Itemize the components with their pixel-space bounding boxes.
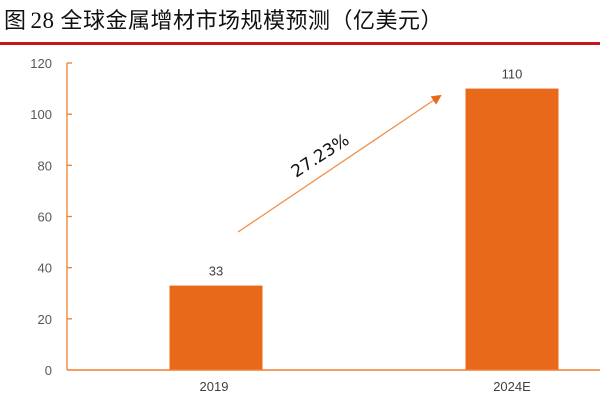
bars: 33 110 — [169, 67, 559, 370]
x-category-label: 2024E — [493, 379, 531, 394]
data-label: 33 — [209, 264, 223, 279]
data-label: 110 — [502, 67, 523, 82]
figure-title: 图 28 全球金属增材市场规模预测（亿美元） — [4, 4, 443, 38]
figure-prefix: 图 — [4, 9, 27, 34]
y-tick-label: 60 — [38, 210, 52, 225]
y-axis: 0 20 40 60 80 100 120 — [30, 56, 72, 378]
y-tick-label: 80 — [38, 158, 52, 173]
x-axis: 2019 2024E — [67, 369, 600, 394]
y-tick-label: 40 — [38, 261, 52, 276]
bar-2024E — [465, 88, 559, 370]
cagr-label: 27.23% — [288, 130, 353, 182]
figure-number: 28 — [30, 8, 55, 33]
y-tick-label: 120 — [30, 56, 52, 71]
x-category-label: 2019 — [200, 379, 229, 394]
growth-arrow-icon — [237, 94, 442, 233]
y-tick-label: 0 — [45, 363, 52, 378]
figure-title-text: 全球金属增材市场规模预测（亿美元） — [60, 9, 444, 34]
cagr-annotation: 27.23% — [237, 94, 442, 233]
y-tick-label: 20 — [38, 312, 52, 327]
y-tick-label: 100 — [30, 107, 52, 122]
bar-2019 — [169, 285, 263, 370]
title-divider — [0, 42, 600, 45]
